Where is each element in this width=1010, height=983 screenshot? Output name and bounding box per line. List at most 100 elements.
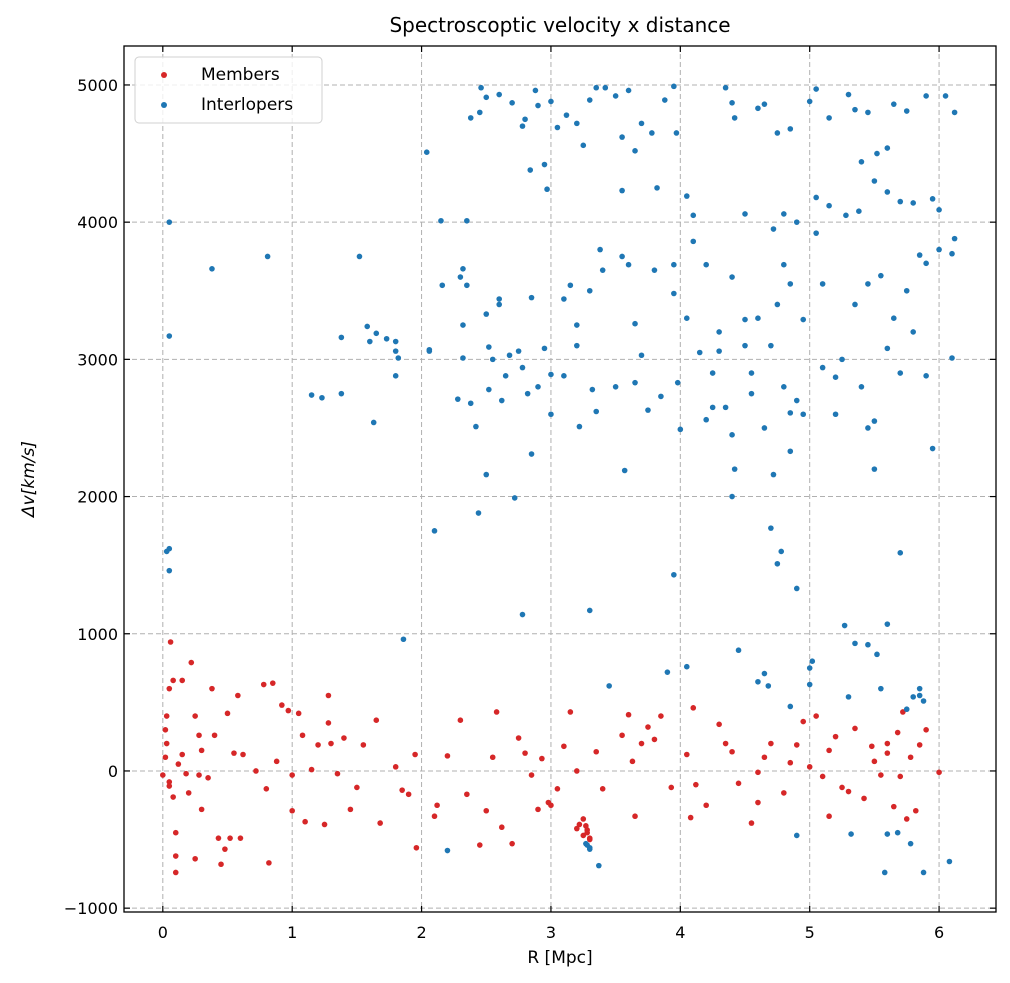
point-interlopers: [632, 320, 638, 327]
point-interlopers: [395, 355, 402, 361]
point-members: [476, 842, 483, 848]
point-interlopers: [661, 97, 668, 103]
point-interlopers: [716, 329, 722, 335]
point-interlopers: [809, 658, 816, 665]
point-interlopers: [522, 116, 528, 123]
point-interlopers: [632, 148, 638, 154]
point-interlopers: [878, 272, 884, 279]
point-interlopers: [632, 379, 638, 386]
x-tick-label: 4: [675, 923, 685, 942]
point-interlopers: [936, 246, 942, 253]
point-interlopers: [916, 692, 923, 699]
point-interlopers: [423, 149, 430, 155]
point-members: [483, 807, 490, 814]
point-interlopers: [787, 703, 794, 710]
point-interlopers: [645, 407, 651, 413]
point-interlopers: [848, 831, 854, 837]
point-members: [188, 659, 195, 666]
point-interlopers: [942, 93, 949, 99]
point-interlopers: [742, 342, 748, 349]
point-members: [629, 758, 636, 765]
point-members: [755, 799, 761, 806]
axis-ticks: 0 1 2 3 4 5 6 −1000 0 1000 2000 3000 4000 5000: [64, 46, 996, 942]
point-members: [205, 775, 211, 781]
point-interlopers: [696, 349, 703, 356]
point-members: [163, 740, 170, 747]
point-interlopers: [548, 371, 554, 378]
point-members: [574, 825, 580, 832]
point-members: [903, 816, 910, 822]
point-members: [279, 702, 285, 708]
point-members: [522, 750, 528, 756]
point-members: [509, 840, 515, 847]
point-interlopers: [910, 329, 916, 335]
point-interlopers: [910, 694, 916, 700]
point-members: [166, 783, 173, 789]
point-members: [175, 761, 182, 767]
point-interlopers: [841, 622, 848, 629]
point-interlopers: [166, 567, 173, 574]
point-members: [163, 713, 170, 719]
point-interlopers: [486, 344, 492, 350]
point-interlopers: [936, 207, 942, 213]
point-members: [185, 790, 192, 796]
point-interlopers: [548, 411, 554, 418]
point-members: [884, 740, 891, 747]
point-interlopers: [856, 208, 862, 214]
point-members: [399, 787, 405, 793]
point-members: [761, 754, 768, 761]
point-members: [211, 732, 218, 739]
point-members: [599, 785, 606, 792]
point-interlopers: [580, 142, 587, 149]
point-members: [923, 726, 929, 733]
point-members: [325, 692, 332, 699]
point-interlopers: [884, 189, 891, 195]
point-interlopers: [787, 410, 794, 416]
point-interlopers: [664, 669, 671, 675]
point-members: [299, 732, 306, 739]
point-members: [224, 710, 231, 717]
point-members: [845, 788, 852, 795]
point-members: [302, 818, 308, 825]
y-tick-label: 2000: [77, 488, 118, 507]
point-interlopers: [731, 115, 738, 121]
point-interlopers: [884, 621, 891, 627]
point-interlopers: [619, 134, 625, 140]
point-interlopers: [761, 670, 768, 677]
point-interlopers: [787, 281, 794, 287]
point-members: [936, 769, 942, 776]
point-interlopers: [209, 266, 215, 272]
point-members: [748, 820, 755, 826]
point-interlopers: [400, 636, 407, 643]
point-interlopers: [890, 101, 897, 107]
point-interlopers: [755, 105, 761, 112]
point-interlopers: [843, 212, 849, 219]
point-interlopers: [832, 374, 839, 380]
point-interlopers: [593, 84, 600, 91]
point-interlopers: [654, 185, 660, 191]
point-members: [412, 751, 418, 758]
y-tick-label: 3000: [77, 350, 118, 369]
legend-label-members: Members: [201, 65, 280, 85]
point-interlopers: [483, 94, 490, 101]
point-interlopers: [800, 411, 807, 418]
point-members: [377, 820, 383, 826]
point-interlopers: [729, 493, 735, 500]
point-interlopers: [683, 663, 690, 670]
point-interlopers: [865, 425, 871, 431]
point-members: [172, 829, 179, 836]
point-interlopers: [319, 394, 325, 401]
point-members: [658, 713, 664, 719]
point-members: [768, 740, 774, 747]
point-interlopers: [671, 290, 677, 297]
point-interlopers: [709, 370, 716, 376]
point-interlopers: [920, 869, 927, 876]
point-members: [166, 779, 173, 785]
point-members: [832, 733, 839, 740]
point-interlopers: [683, 315, 690, 322]
point-interlopers: [774, 301, 781, 308]
point-interlopers: [748, 390, 755, 397]
point-interlopers: [625, 261, 632, 268]
point-members: [884, 750, 891, 756]
point-interlopers: [426, 346, 433, 353]
